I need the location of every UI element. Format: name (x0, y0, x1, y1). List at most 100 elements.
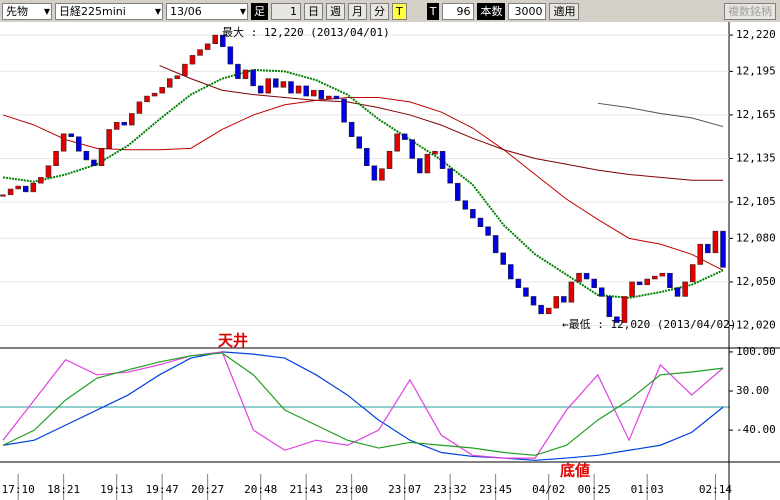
candle (273, 78, 279, 88)
candle (159, 87, 165, 94)
candle (113, 121, 120, 130)
month-button[interactable]: 月 (348, 2, 367, 20)
candle (538, 304, 544, 315)
candle (265, 78, 272, 94)
max-count-input[interactable]: 3000 (508, 2, 547, 20)
x-tick-label: 04/02 (532, 483, 565, 496)
candle (30, 182, 37, 193)
candle (318, 89, 325, 100)
candle (98, 148, 105, 167)
contract-select[interactable]: 13/06 (166, 2, 248, 20)
candle (720, 230, 726, 268)
x-tick-label: 18:21 (47, 483, 80, 496)
candle (545, 307, 552, 315)
candle (447, 168, 453, 184)
candle (424, 153, 431, 174)
candle (83, 150, 90, 161)
x-tick-label: 23:00 (335, 483, 368, 496)
candle (212, 34, 218, 45)
candle (636, 281, 643, 286)
candle (462, 200, 469, 210)
candle (379, 168, 385, 181)
y-tick-label: 12,220 (736, 28, 776, 41)
candle (341, 98, 347, 123)
candle (492, 235, 499, 254)
x-tick-label: 19:47 (146, 483, 179, 496)
x-tick-label: 23:32 (434, 483, 467, 496)
candle (553, 296, 560, 309)
candle (121, 121, 128, 126)
candle (136, 101, 143, 114)
toolbar: 先物 日経225mini 13/06 足 1 日 週 月 分 T T 96 本数… (0, 0, 780, 22)
apply-button[interactable]: 適用 (549, 2, 580, 20)
candle (515, 278, 522, 288)
candle (106, 129, 112, 149)
candle (705, 243, 711, 254)
candle (697, 243, 704, 265)
bar-input[interactable]: 1 (271, 2, 301, 20)
candle (257, 85, 264, 94)
candle (583, 272, 590, 280)
candle (326, 95, 332, 100)
candle (60, 133, 67, 152)
minute-button[interactable]: 分 (370, 2, 389, 20)
day-button[interactable]: 日 (304, 2, 323, 20)
x-tick-label: 00:25 (578, 483, 611, 496)
market-select[interactable]: 先物 (2, 2, 52, 20)
candle (7, 188, 14, 196)
candle (356, 136, 362, 149)
candle (182, 63, 188, 76)
candle (394, 133, 400, 152)
candle (242, 69, 249, 79)
candle (364, 148, 370, 167)
candle (15, 185, 21, 190)
count-label: 本数 (477, 2, 506, 20)
candle (409, 139, 416, 159)
candle (561, 296, 567, 303)
candle (629, 281, 635, 297)
candle (523, 287, 529, 297)
x-tick-label: 19:13 (100, 483, 133, 496)
chart: 12,020 12,050 12,080 12,105 12,135 12,165 12,1… (0, 22, 780, 500)
candle (288, 81, 294, 94)
candle (477, 217, 484, 227)
candle (151, 92, 158, 97)
x-tick-label: 02:14 (699, 483, 732, 496)
candle (333, 95, 340, 100)
candle (530, 296, 537, 306)
candle (652, 275, 658, 280)
y-tick-label: 12,020 (736, 318, 776, 331)
candle (667, 272, 673, 288)
x-tick-label: 01:03 (631, 483, 664, 496)
min-annotation: ←最低 : 12,020 (2013/04/02) (562, 318, 736, 331)
multi-button[interactable]: 複数銘柄 (724, 2, 776, 20)
x-tick-label: 20:27 (191, 483, 224, 496)
candle (197, 49, 203, 56)
candle (470, 209, 476, 219)
candle (454, 182, 461, 201)
moving-average (159, 65, 723, 181)
y-tick-label: 12,195 (736, 64, 776, 77)
candle (500, 252, 506, 265)
max-annotation: 最大 : 12,220 (2013/04/01) (222, 25, 390, 39)
tick-button[interactable]: T (392, 2, 407, 20)
count-input[interactable]: 96 (442, 2, 475, 20)
candle (22, 185, 29, 193)
candle (689, 264, 696, 283)
tick-label: T (426, 2, 440, 20)
candle (348, 121, 355, 137)
candle (250, 69, 256, 87)
week-button[interactable]: 週 (326, 2, 345, 20)
bar-label: 足 (251, 2, 268, 20)
y-tick-label: 100.00 (736, 345, 776, 358)
candle (621, 296, 628, 323)
x-tick-label: 23:07 (388, 483, 421, 496)
candle (68, 133, 74, 137)
candle (614, 316, 620, 323)
candle (432, 150, 438, 155)
candle (598, 287, 605, 297)
x-tick-label: 23:45 (479, 483, 512, 496)
candle (174, 75, 181, 79)
bottom-annotation: 底値 (560, 462, 590, 480)
symbol-select[interactable]: 日経225mini (55, 2, 163, 20)
